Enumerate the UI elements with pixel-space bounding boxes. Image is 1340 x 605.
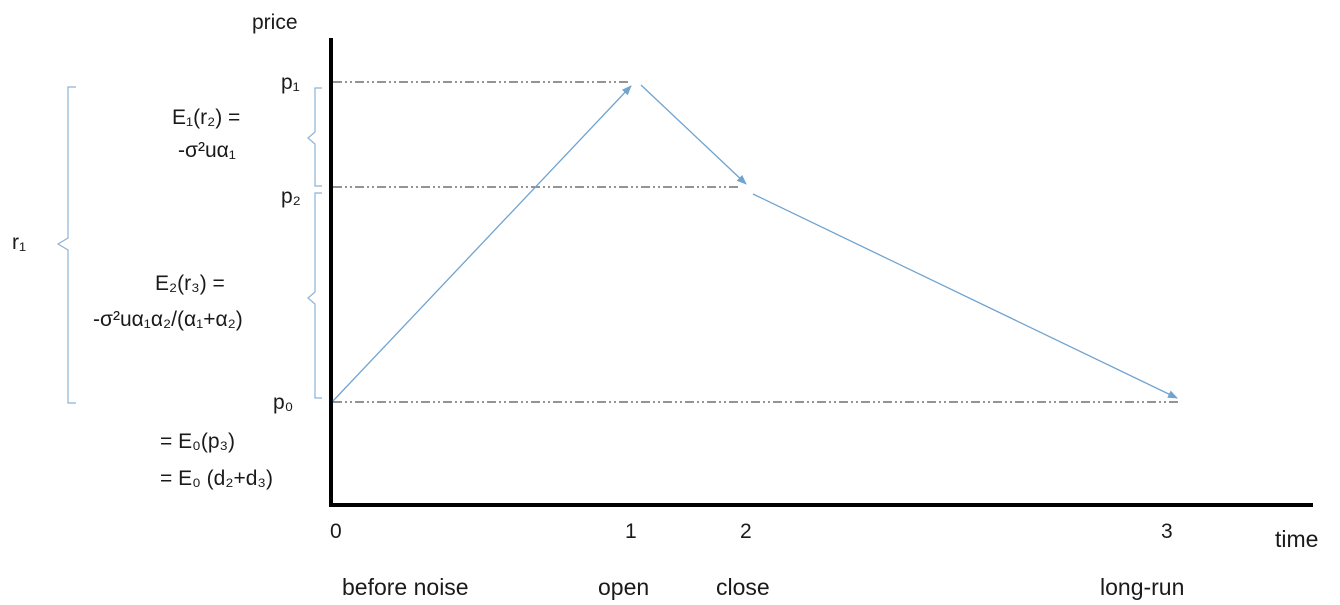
e1-expression-line2: -σ²uα₁ [178, 139, 236, 162]
time-tick-0: 0 [330, 520, 342, 543]
time-tick-1: 1 [625, 520, 637, 543]
price-level-p1: p₁ [281, 71, 300, 94]
brace-e2 [307, 192, 322, 399]
brace-e1 [307, 87, 322, 187]
path-arrow-2-to-3 [752, 193, 1178, 399]
p0-equality-line1: = E₀(p₃) [160, 430, 235, 453]
r1-label: r₁ [12, 231, 26, 254]
x-axis-label: time [1275, 526, 1318, 552]
e2-expression-line1: E₂(r₃) = [155, 272, 225, 295]
price-level-p0: p₀ [273, 391, 293, 414]
e2-expression-line2: -σ²uα₁α₂/(α₁+α₂) [93, 308, 243, 331]
y-axis-label: price [252, 11, 298, 34]
stage-label-close: close [716, 574, 770, 600]
stage-label-before-noise: before noise [342, 574, 469, 600]
path-arrow-0-to-1 [332, 85, 632, 402]
brace-r1 [56, 86, 76, 404]
path-arrow-1-to-2 [640, 84, 747, 185]
stage-label-long-run: long-run [1100, 574, 1184, 600]
stage-label-open: open [598, 574, 649, 600]
time-tick-2: 2 [740, 520, 752, 543]
p0-equality-line2: = E₀ (d₂+d₃) [160, 467, 273, 490]
time-tick-3: 3 [1161, 520, 1173, 543]
e1-expression-line1: E₁(r₂) = [172, 106, 240, 129]
price-level-p2: p₂ [281, 185, 301, 208]
